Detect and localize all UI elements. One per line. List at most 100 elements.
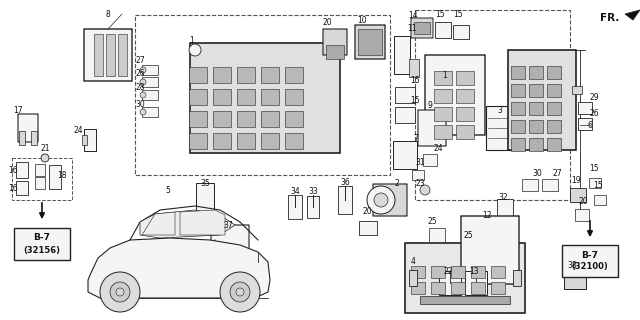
Bar — [411, 282, 425, 294]
Text: FR.: FR. — [600, 13, 620, 23]
Text: 1: 1 — [189, 36, 195, 44]
Bar — [237, 111, 255, 127]
Text: 29: 29 — [589, 92, 599, 101]
Bar — [431, 282, 445, 294]
Text: 5: 5 — [166, 186, 170, 195]
Bar — [434, 107, 452, 121]
Circle shape — [110, 282, 130, 302]
Bar — [511, 101, 525, 115]
Text: 33: 33 — [308, 188, 318, 196]
Bar — [456, 107, 474, 121]
FancyBboxPatch shape — [211, 225, 249, 259]
Bar — [529, 119, 543, 132]
Bar — [564, 267, 586, 289]
Bar — [435, 22, 451, 38]
Bar — [106, 34, 115, 76]
Bar — [49, 165, 61, 189]
FancyBboxPatch shape — [405, 243, 525, 313]
Circle shape — [374, 193, 388, 207]
Bar — [497, 199, 513, 221]
Bar — [575, 209, 589, 221]
Bar — [395, 107, 415, 123]
FancyBboxPatch shape — [355, 25, 385, 59]
Bar — [16, 181, 28, 195]
Bar — [189, 89, 207, 105]
Text: B-7: B-7 — [33, 234, 51, 243]
Bar — [434, 125, 452, 139]
Bar — [307, 196, 319, 218]
Bar — [594, 195, 606, 205]
Text: 16: 16 — [8, 165, 18, 174]
Circle shape — [230, 282, 250, 302]
Bar — [81, 135, 86, 145]
Bar — [358, 29, 382, 55]
Bar — [429, 228, 445, 242]
FancyBboxPatch shape — [418, 110, 446, 146]
Text: 16: 16 — [8, 183, 18, 193]
FancyBboxPatch shape — [190, 43, 340, 153]
Circle shape — [420, 185, 430, 195]
Text: 14: 14 — [408, 11, 418, 20]
Text: 38: 38 — [567, 260, 577, 269]
Text: 15: 15 — [410, 95, 420, 105]
Bar — [522, 179, 538, 191]
Bar — [471, 282, 485, 294]
Bar — [213, 89, 231, 105]
Bar — [451, 282, 465, 294]
Bar — [31, 131, 37, 145]
Bar — [285, 89, 303, 105]
Bar — [118, 34, 127, 76]
Bar — [394, 36, 410, 74]
Text: 20: 20 — [578, 197, 588, 206]
Bar — [431, 266, 445, 278]
Bar — [529, 138, 543, 150]
Bar — [456, 71, 474, 85]
Text: 20: 20 — [362, 207, 372, 217]
Bar — [35, 164, 45, 176]
Bar — [261, 133, 279, 149]
Bar — [562, 245, 618, 277]
Bar — [359, 221, 377, 235]
Bar — [142, 90, 158, 100]
Bar — [189, 67, 207, 83]
Text: 24: 24 — [73, 125, 83, 134]
Bar — [414, 22, 430, 34]
Circle shape — [140, 67, 146, 73]
Bar — [547, 119, 561, 132]
Text: 34: 34 — [290, 188, 300, 196]
FancyBboxPatch shape — [373, 184, 407, 216]
Bar — [189, 133, 207, 149]
Text: 17: 17 — [13, 106, 23, 115]
Bar — [465, 271, 487, 295]
Bar — [451, 266, 465, 278]
Text: 13: 13 — [469, 267, 479, 276]
Bar — [529, 101, 543, 115]
Bar — [261, 89, 279, 105]
Circle shape — [100, 272, 140, 312]
Text: 27: 27 — [135, 55, 145, 65]
Text: B-7: B-7 — [582, 251, 598, 260]
Text: 30: 30 — [135, 100, 145, 108]
Bar — [409, 270, 417, 286]
Text: 27: 27 — [552, 169, 562, 178]
Bar — [142, 77, 158, 87]
Bar — [511, 119, 525, 132]
Circle shape — [116, 288, 124, 296]
Bar — [412, 170, 424, 180]
Text: 20: 20 — [322, 18, 332, 27]
Bar — [393, 141, 417, 169]
Text: 31: 31 — [415, 157, 425, 166]
Bar — [542, 179, 558, 191]
FancyBboxPatch shape — [84, 29, 132, 81]
Bar — [434, 71, 452, 85]
Text: 15: 15 — [410, 76, 420, 84]
Text: (32100): (32100) — [572, 262, 609, 271]
Bar — [456, 89, 474, 103]
Bar — [196, 183, 214, 213]
Bar — [189, 111, 207, 127]
Bar — [285, 111, 303, 127]
Bar — [511, 84, 525, 97]
Polygon shape — [180, 210, 225, 235]
Bar — [288, 195, 302, 219]
Bar — [547, 84, 561, 97]
